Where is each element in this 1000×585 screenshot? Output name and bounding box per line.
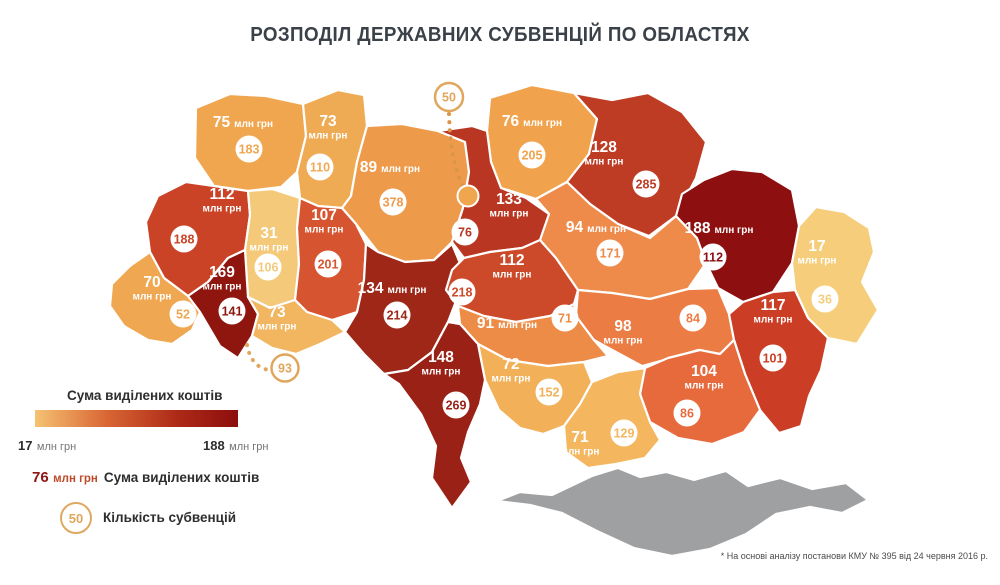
legend: Сума виділених коштів 17 млн грн 188 млн… (0, 383, 300, 553)
chernivtsi-callout-dotted-line (245, 343, 271, 372)
subvention-count-circle-khmelnytskyi (314, 250, 342, 278)
subvention-count-circle-mykolaiv (535, 378, 563, 406)
region-odesa (382, 320, 487, 510)
region-amount-label-vinnytsia: 134 млн грн (358, 280, 427, 297)
legend-count-badge-value: 50 (68, 510, 84, 526)
subvention-count-circle-lviv (170, 225, 198, 253)
region-amount-label-poltava: 94 млн грн (566, 219, 626, 236)
subvention-count-circle-kherson (610, 419, 638, 447)
subvention-count-circle-donetsk (759, 344, 787, 372)
region-amount-label-luhansk: 17 млн грн (798, 238, 837, 267)
region-amount-label-dnipropetrovsk: 98 млн грн (604, 318, 643, 347)
region-amount-label-ivano_frankivsk: 169 млн грн (203, 264, 242, 293)
subvention-count-circle-kyiv_oblast (451, 218, 479, 246)
subvention-count-circle-odesa (442, 391, 470, 419)
region-kherson (562, 366, 662, 470)
legend-amount-example: 76 млн грн Сума виділених коштів (32, 469, 260, 486)
subvention-count-value-zaporizhzhia: 86 (680, 407, 694, 421)
subvention-count-value-poltava: 171 (600, 247, 621, 261)
subvention-count-circle-vinnytsia (383, 301, 411, 329)
region-crimea (495, 466, 870, 558)
subvention-count-circle-zaporizhzhia (673, 399, 701, 427)
region-amount-label-kyiv_oblast: 133 млн грн (490, 191, 529, 220)
subvention-count-value-luhansk: 36 (818, 293, 832, 307)
subvention-count-value-dnipropetrovsk: 84 (686, 312, 700, 326)
subvention-count-value-vinnytsia: 214 (387, 309, 408, 323)
subvention-count-value-ivano_frankivsk: 141 (222, 305, 243, 319)
region-chernivtsi (246, 295, 347, 356)
region-amount-label-cherkasy: 112 млн грн (493, 252, 532, 281)
subvention-count-value-kherson: 129 (614, 427, 635, 441)
region-amount-label-chernihiv: 76 млн грн (502, 113, 562, 130)
legend-count-badge: 50 (60, 502, 92, 534)
region-amount-label-zakarpattia: 70 млн грн (133, 274, 172, 303)
subvention-count-circle-ivano_frankivsk (218, 297, 246, 325)
subvention-count-circle-chernivtsi (270, 353, 300, 383)
footnote: * На основі аналізу постанови КМУ № 395 … (720, 551, 988, 561)
subvention-count-value-zhytomyr: 378 (383, 196, 404, 210)
region-amount-label-zhytomyr: 89 млн грн (360, 159, 420, 176)
subvention-count-circle-dnipropetrovsk (679, 304, 707, 332)
region-amount-label-zaporizhzhia: 104 млн грн (685, 363, 724, 392)
region-amount-label-mykolaiv: 72 млн грн (492, 356, 531, 385)
region-amount-label-sumy: 128 млн грн (585, 139, 624, 168)
kyiv-city-count-value: 50 (442, 91, 456, 105)
legend-gradient-title: Сума виділених коштів (67, 388, 223, 403)
subvention-count-value-odesa: 269 (446, 399, 467, 413)
subvention-count-value-mykolaiv: 152 (539, 386, 560, 400)
region-amount-label-volyn: 75 млн грн (213, 114, 273, 131)
subvention-count-value-ternopil: 106 (258, 261, 279, 275)
legend-count-label: Кількість субвенцій (103, 510, 237, 525)
region-amount-label-kharkiv: 188 млн грн (685, 220, 754, 237)
subvention-count-value-kyiv_oblast: 76 (458, 226, 472, 240)
subvention-count-circle-luhansk (811, 285, 839, 313)
subvention-count-value-chernivtsi: 93 (278, 362, 292, 376)
region-amount-label-chernivtsi: 73 млн грн (258, 304, 297, 333)
subvention-count-circle-kharkiv (699, 243, 727, 271)
subvention-count-circle-zakarpattia (169, 300, 197, 328)
subvention-count-circle-zhytomyr (379, 188, 407, 216)
subvention-count-value-sumy: 285 (636, 178, 657, 192)
region-amount-label-kirovohrad: 91 млн грн (477, 315, 537, 332)
legend-max-label: 188 млн грн (203, 438, 269, 453)
region-amount-label-ternopil: 31 млн грн (250, 225, 289, 254)
region-amount-label-khmelnytskyi: 107 млн грн (305, 207, 344, 236)
subvention-count-value-rivne: 110 (310, 161, 330, 175)
subvention-count-circle-volyn (235, 135, 263, 163)
legend-gradient-bar (35, 410, 238, 427)
kyiv-city-dot (456, 184, 480, 208)
subvention-count-value-zakarpattia: 52 (176, 308, 190, 322)
legend-min-label: 17 млн грн (18, 438, 77, 453)
subvention-count-circle-chernihiv (518, 141, 546, 169)
subvention-count-value-kirovohrad: 71 (558, 312, 572, 326)
subvention-count-circle-poltava (596, 239, 624, 267)
page-title: РОЗПОДІЛ ДЕРЖАВНИХ СУБВЕНЦІЙ ПО ОБЛАСТЯХ (250, 24, 750, 46)
region-amount-label-rivne: 73 млн грн (309, 113, 348, 142)
kyiv-city-count-badge (433, 81, 465, 113)
region-amount-label-odesa: 148 млн грн (422, 349, 461, 378)
subvention-count-value-chernihiv: 205 (522, 149, 543, 163)
subvention-count-value-lviv: 188 (174, 233, 195, 247)
subvention-count-circle-sumy (632, 170, 660, 198)
subvention-count-value-cherkasy: 218 (452, 286, 473, 300)
region-amount-label-kherson: 71 млн грн (561, 429, 600, 458)
subvention-count-value-volyn: 183 (239, 143, 260, 157)
subvention-count-circle-ternopil (254, 253, 282, 281)
kyiv-city-connector-dotted-line (447, 112, 466, 191)
subvention-count-value-donetsk: 101 (763, 352, 784, 366)
region-amount-label-donetsk: 117 млн грн (754, 297, 793, 326)
subvention-count-circle-rivne (306, 153, 334, 181)
subvention-count-value-khmelnytskyi: 201 (318, 258, 339, 272)
subvention-count-value-kharkiv: 112 (703, 251, 723, 265)
subvention-count-circle-cherkasy (448, 278, 476, 306)
subvention-count-circle-kirovohrad (551, 304, 579, 332)
region-amount-label-lviv: 112 млн грн (203, 186, 242, 215)
